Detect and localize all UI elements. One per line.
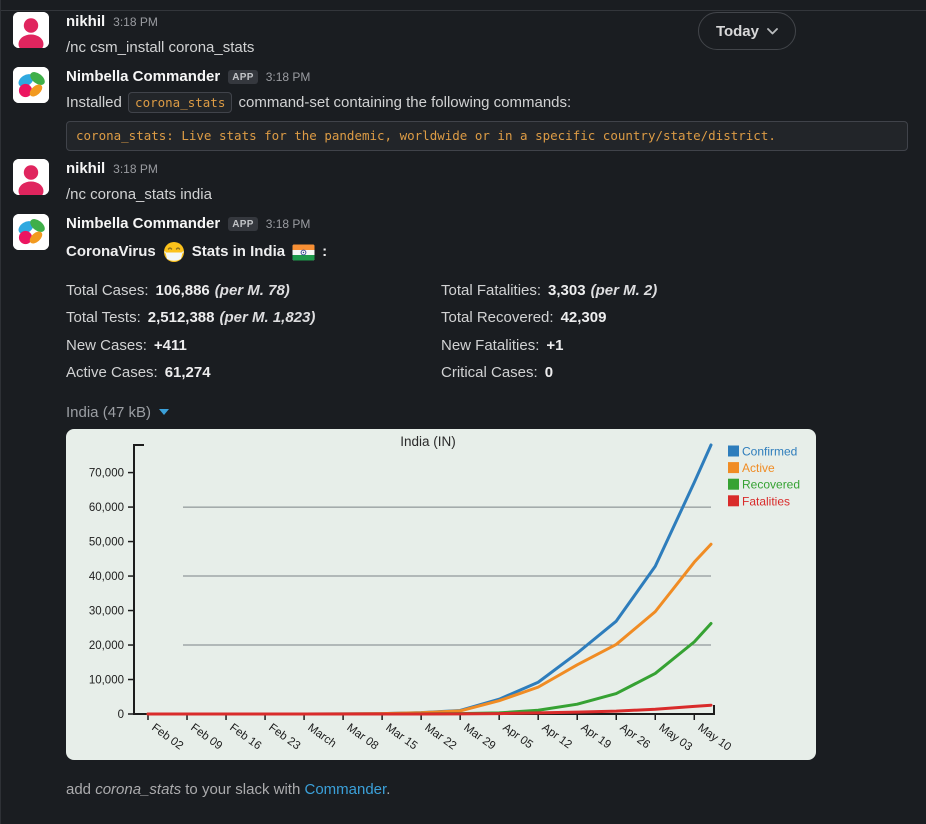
svg-text:India (IN): India (IN) <box>400 434 456 449</box>
svg-text:Mar 22: Mar 22 <box>422 721 458 752</box>
svg-text:May 03: May 03 <box>656 721 694 753</box>
svg-text:Apr 12: Apr 12 <box>539 721 573 751</box>
message-row: nikhil 3:18 PM /nc csm_install corona_st… <box>1 7 926 62</box>
message-text: /nc csm_install corona_stats <box>66 39 255 56</box>
stats-title-colon: : <box>322 243 328 260</box>
svg-text:20,000: 20,000 <box>89 640 124 652</box>
stat-critical-cases: Critical Cases: 0 <box>441 364 554 382</box>
person-avatar-icon <box>13 159 49 195</box>
svg-text:Feb 09: Feb 09 <box>188 721 224 752</box>
svg-text:Recovered: Recovered <box>742 477 800 491</box>
bot-avatar[interactable] <box>13 214 49 250</box>
svg-text:Apr 05: Apr 05 <box>500 721 534 751</box>
butterfly-logo-icon <box>13 67 49 103</box>
inline-code: corona_stats <box>128 92 233 113</box>
svg-text:50,000: 50,000 <box>89 536 124 548</box>
code-block: corona_stats: Live stats for the pandemi… <box>66 121 908 151</box>
svg-text:Apr 26: Apr 26 <box>617 721 651 751</box>
stat-total-fatalities: Total Fatalities: 3,303 (per M. 2) <box>441 282 658 299</box>
message-row: Nimbella Commander APP 3:18 PM CoronaVir… <box>1 209 926 801</box>
chevron-down-icon <box>767 27 778 34</box>
date-divider <box>1 10 926 11</box>
message-content: Nimbella Commander APP 3:18 PM Installed… <box>66 67 908 151</box>
butterfly-logo-icon <box>13 214 49 250</box>
attachment-footer-note: add corona_stats to your slack with Comm… <box>66 780 391 798</box>
stat-new-fatalities: New Fatalities: +1 <box>441 336 564 354</box>
stat-total-tests: Total Tests: 2,512,388 (per M. 1,823) <box>66 309 316 327</box>
user-avatar[interactable] <box>13 12 49 48</box>
message-content: nikhil 3:18 PM /nc csm_install corona_st… <box>66 12 908 59</box>
author-name[interactable]: nikhil <box>66 160 106 177</box>
author-name[interactable]: Nimbella Commander <box>66 68 221 85</box>
stats-title: CoronaVirus Stats in India : <box>66 240 908 264</box>
message-text: Installed corona_stats command-set conta… <box>66 92 908 114</box>
svg-text:May 10: May 10 <box>696 721 734 753</box>
svg-text:Feb 23: Feb 23 <box>266 721 302 752</box>
stat-total-recovered: Total Recovered: 42,309 <box>441 309 607 327</box>
timestamp[interactable]: 3:18 PM <box>113 15 158 29</box>
timestamp[interactable]: 3:18 PM <box>265 70 311 84</box>
install-text-prefix: Installed <box>66 94 127 111</box>
date-pill-label: Today <box>715 22 759 40</box>
svg-text:10,000: 10,000 <box>89 674 124 686</box>
svg-text:Apr 19: Apr 19 <box>578 721 612 751</box>
svg-text:60,000: 60,000 <box>89 502 124 514</box>
user-avatar[interactable] <box>13 159 49 195</box>
file-attachment-header: India (47 kB) <box>66 404 908 421</box>
stats-title-part1: CoronaVirus <box>66 243 156 260</box>
author-name[interactable]: nikhil <box>66 13 106 30</box>
svg-text:Feb 16: Feb 16 <box>227 721 263 752</box>
message-row: Nimbella Commander APP 3:18 PM Installed… <box>1 62 926 154</box>
install-text-suffix: command-set containing the following com… <box>234 94 572 111</box>
date-picker-pill[interactable]: Today <box>697 12 796 50</box>
message-row: nikhil 3:18 PM /nc corona_stats india <box>1 154 926 209</box>
person-avatar-icon <box>13 12 49 48</box>
file-name-label[interactable]: India (47 kB) <box>66 403 152 421</box>
svg-text:40,000: 40,000 <box>89 571 124 583</box>
svg-text:Mar 15: Mar 15 <box>383 721 419 752</box>
svg-text:Feb 02: Feb 02 <box>149 721 185 752</box>
stats-grid: Total Cases: 106,886 (per M. 78) Total Tes… <box>66 277 908 387</box>
app-badge: APP <box>228 217 258 231</box>
svg-text:March: March <box>305 721 338 749</box>
message-list: nikhil 3:18 PM /nc csm_install corona_st… <box>1 0 926 801</box>
stats-title-part2: Stats in India <box>191 243 286 260</box>
stat-total-cases: Total Cases: 106,886 (per M. 78) <box>66 282 290 299</box>
stats-column-left: Total Cases: 106,886 (per M. 78) Total Tes… <box>66 277 441 387</box>
stat-new-cases: New Cases: +411 <box>66 336 187 354</box>
file-collapse-caret-icon[interactable] <box>159 409 170 416</box>
svg-text:Mar 08: Mar 08 <box>344 721 380 752</box>
india-chart-image[interactable]: 0 10,000 20,000 30,000 40,000 50,000 60,000 70,… <box>66 428 816 760</box>
footer-command-name: corona_stats <box>95 780 182 798</box>
app-badge: APP <box>228 70 258 84</box>
svg-text:30,000: 30,000 <box>89 605 124 617</box>
mask-face-emoji-icon <box>163 242 184 262</box>
line-chart: 0 10,000 20,000 30,000 40,000 50,000 60,000 70,… <box>89 434 800 754</box>
commander-link[interactable]: Commander <box>304 780 387 798</box>
india-flag-emoji-icon <box>292 244 315 260</box>
svg-text:Active: Active <box>742 461 775 475</box>
bot-avatar[interactable] <box>13 67 49 103</box>
stats-column-right: Total Fatalities: 3,303 (per M. 2) Total R… <box>441 277 908 387</box>
author-name[interactable]: Nimbella Commander <box>66 215 221 232</box>
svg-text:Mar 29: Mar 29 <box>461 721 497 752</box>
svg-text:70,000: 70,000 <box>89 467 124 479</box>
stat-active-cases: Active Cases: 61,274 <box>66 364 211 382</box>
svg-text:Fatalities: Fatalities <box>742 494 790 508</box>
message-content: nikhil 3:18 PM /nc corona_stats india <box>66 159 908 206</box>
message-content: Nimbella Commander APP 3:18 PM CoronaVir… <box>66 214 908 798</box>
svg-text:Confirmed: Confirmed <box>742 444 797 458</box>
timestamp[interactable]: 3:18 PM <box>113 162 158 176</box>
message-text: /nc corona_stats india <box>66 186 212 203</box>
svg-text:0: 0 <box>118 709 124 721</box>
timestamp[interactable]: 3:18 PM <box>265 217 311 231</box>
